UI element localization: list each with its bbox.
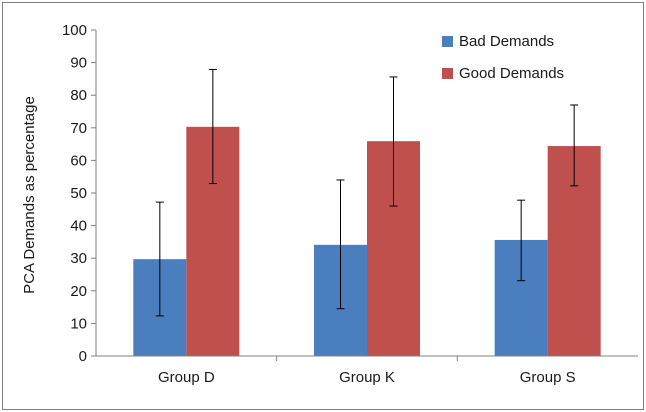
x-tick-label: Group S [520, 369, 576, 386]
error-bars [155, 68, 579, 317]
y-tick-label: 60 [70, 152, 87, 169]
legend-label: Good Demands [459, 65, 564, 82]
y-tick-label: 30 [70, 250, 87, 267]
y-tick-label: 40 [70, 218, 87, 235]
y-tick-label: 70 [70, 120, 87, 137]
legend-swatch [442, 68, 453, 79]
y-tick-label: 80 [70, 87, 87, 104]
y-tick-label: 20 [70, 283, 87, 300]
legend: Bad Demands Good Demands [442, 33, 564, 82]
x-tick-label: Group K [339, 369, 395, 386]
y-axis-title: PCA Demands as percentage [21, 96, 38, 294]
y-tick-label: 0 [79, 348, 87, 365]
legend-label: Bad Demands [459, 33, 554, 50]
y-tick-label: 10 [70, 315, 87, 332]
y-tick-label: 100 [62, 22, 87, 39]
legend-swatch [442, 36, 453, 47]
y-tick-label: 90 [70, 55, 87, 72]
x-tick-label: Group D [158, 369, 215, 386]
y-axis: 0 10 20 30 40 50 60 70 80 90 100 [62, 22, 97, 365]
x-axis: Group D Group K Group S [96, 355, 638, 386]
y-tick-label: 50 [70, 185, 87, 202]
